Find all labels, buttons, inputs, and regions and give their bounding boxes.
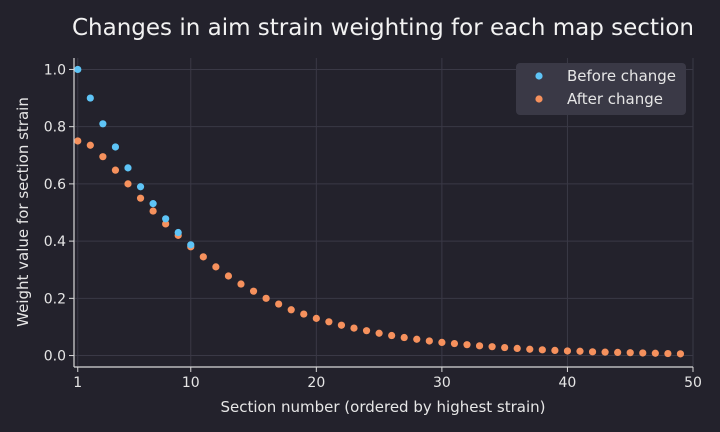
point-after-33 xyxy=(475,342,484,350)
point-after-35 xyxy=(501,343,509,352)
point-after-28 xyxy=(413,335,421,343)
point-after-12 xyxy=(212,263,220,271)
point-after-2 xyxy=(86,141,94,149)
point-after-23 xyxy=(350,324,358,332)
point-after-47 xyxy=(651,349,659,357)
point-after-46 xyxy=(639,349,647,357)
legend-label-after: After change xyxy=(567,90,663,108)
point-after-26 xyxy=(388,331,396,340)
data-points xyxy=(74,65,685,358)
point-after-15 xyxy=(249,287,258,295)
point-before-3 xyxy=(99,120,107,128)
x-tick-label: 1 xyxy=(73,375,82,391)
point-after-39 xyxy=(551,346,559,355)
point-after-18 xyxy=(287,306,295,314)
point-after-16 xyxy=(262,294,270,302)
x-tick-label: 50 xyxy=(684,375,702,391)
y-tick-label: 0.4 xyxy=(44,234,66,250)
y-tick-label: 0.6 xyxy=(44,177,66,193)
point-after-34 xyxy=(488,343,496,351)
legend-box xyxy=(516,63,686,115)
point-after-31 xyxy=(450,339,459,348)
point-after-40 xyxy=(563,347,572,355)
point-after-30 xyxy=(438,338,446,346)
point-before-9 xyxy=(174,228,182,237)
legend: Before change After change xyxy=(516,63,686,115)
point-after-3 xyxy=(99,153,107,161)
point-before-2 xyxy=(86,94,94,102)
point-after-45 xyxy=(626,349,634,357)
point-after-32 xyxy=(463,341,471,349)
point-after-38 xyxy=(538,346,546,354)
grid-lines xyxy=(74,58,694,367)
point-before-6 xyxy=(136,183,145,191)
point-after-4 xyxy=(111,166,120,174)
point-after-25 xyxy=(375,329,383,337)
x-tick-label: 10 xyxy=(182,375,200,391)
point-after-27 xyxy=(400,333,408,342)
point-after-42 xyxy=(588,348,597,356)
x-tick-label: 30 xyxy=(433,375,451,391)
point-after-43 xyxy=(601,348,609,356)
point-after-8 xyxy=(162,220,170,228)
point-before-5 xyxy=(124,164,132,172)
point-after-20 xyxy=(312,314,320,322)
point-after-19 xyxy=(300,310,308,318)
x-tick-label: 40 xyxy=(559,375,577,391)
y-tick-label: 0.2 xyxy=(44,291,66,307)
point-after-17 xyxy=(275,300,283,308)
point-after-48 xyxy=(664,349,672,358)
point-before-7 xyxy=(149,200,157,208)
point-after-1 xyxy=(74,137,82,145)
point-after-14 xyxy=(237,280,245,288)
point-after-13 xyxy=(224,272,233,280)
point-after-41 xyxy=(576,347,584,355)
point-before-1 xyxy=(74,65,82,74)
y-tick-label: 0.8 xyxy=(44,120,66,136)
x-ticks: 1 10 20 30 40 50 xyxy=(73,367,702,391)
point-after-29 xyxy=(425,337,433,345)
point-after-7 xyxy=(149,207,157,215)
point-after-37 xyxy=(526,345,534,353)
point-before-8 xyxy=(162,215,170,223)
chart-title: Changes in aim strain weighting for each… xyxy=(72,15,694,41)
point-after-24 xyxy=(362,327,371,335)
point-after-6 xyxy=(136,194,145,202)
y-axis-label: Weight value for section strain xyxy=(14,97,32,327)
x-axis-label: Section number (ordered by highest strai… xyxy=(221,398,546,416)
point-after-49 xyxy=(676,350,685,358)
point-before-10 xyxy=(187,241,195,249)
point-after-22 xyxy=(337,321,346,329)
legend-label-before: Before change xyxy=(567,67,676,85)
y-tick-label: 1.0 xyxy=(44,62,66,78)
legend-marker-after xyxy=(535,95,543,103)
y-ticks: 0.0 0.2 0.4 0.6 0.8 1.0 xyxy=(44,62,74,365)
point-after-5 xyxy=(124,180,132,188)
legend-marker-before xyxy=(535,72,543,80)
point-after-11 xyxy=(199,253,207,261)
point-after-36 xyxy=(513,344,521,353)
y-tick-label: 0.0 xyxy=(44,349,66,365)
point-after-44 xyxy=(614,348,622,357)
point-after-21 xyxy=(325,318,333,326)
point-before-4 xyxy=(111,143,120,151)
x-tick-label: 20 xyxy=(307,375,325,391)
